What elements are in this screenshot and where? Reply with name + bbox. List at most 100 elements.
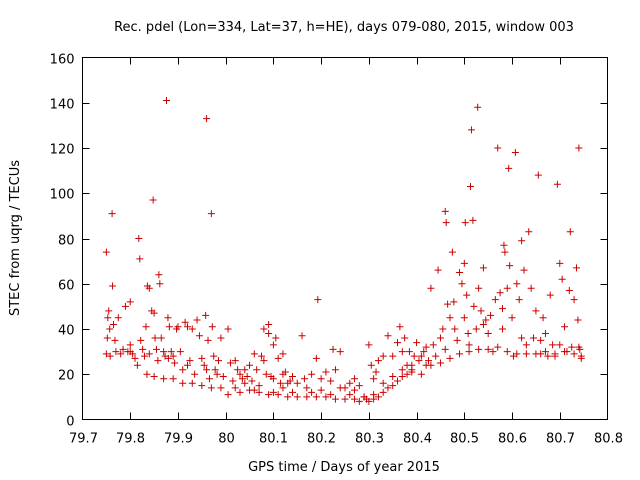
data-point bbox=[293, 393, 301, 401]
data-point bbox=[126, 298, 134, 306]
data-point bbox=[551, 350, 559, 358]
data-point bbox=[156, 280, 164, 288]
data-point bbox=[374, 357, 382, 365]
data-point bbox=[281, 368, 289, 376]
data-point bbox=[446, 354, 454, 362]
data-point bbox=[365, 397, 373, 405]
y-tick-label: 120 bbox=[50, 143, 75, 158]
data-point bbox=[570, 350, 578, 358]
data-point bbox=[511, 149, 519, 157]
data-point bbox=[422, 343, 430, 351]
y-tick-label: 100 bbox=[50, 188, 75, 203]
data-point bbox=[556, 259, 564, 267]
data-point bbox=[501, 248, 509, 256]
x-tick-label: 79.8 bbox=[116, 432, 145, 447]
data-point bbox=[465, 341, 473, 349]
data-point bbox=[494, 144, 502, 152]
data-point bbox=[219, 373, 227, 381]
data-point bbox=[250, 386, 258, 394]
data-point bbox=[211, 366, 219, 374]
data-point bbox=[322, 368, 330, 376]
y-axis-label: STEC from uqrg / TECUs bbox=[8, 160, 23, 316]
data-point bbox=[327, 391, 335, 399]
y-tick-label: 160 bbox=[50, 53, 75, 68]
data-point bbox=[351, 386, 359, 394]
data-point bbox=[126, 341, 134, 349]
x-tick-label: 80.3 bbox=[355, 432, 384, 447]
data-point bbox=[179, 366, 187, 374]
data-point bbox=[484, 345, 492, 353]
data-point bbox=[224, 391, 232, 399]
data-point bbox=[126, 348, 134, 356]
data-point bbox=[561, 348, 569, 356]
data-point bbox=[265, 330, 273, 338]
data-point bbox=[464, 330, 472, 338]
data-point bbox=[322, 393, 330, 401]
data-point bbox=[151, 334, 159, 342]
data-point bbox=[341, 395, 349, 403]
data-point bbox=[460, 259, 468, 267]
data-point bbox=[467, 126, 475, 134]
data-point bbox=[463, 291, 471, 299]
data-point bbox=[458, 280, 466, 288]
data-point bbox=[164, 354, 172, 362]
data-point bbox=[167, 348, 175, 356]
data-point bbox=[394, 377, 401, 385]
data-point bbox=[135, 235, 143, 242]
data-point bbox=[513, 350, 521, 358]
data-point bbox=[525, 228, 533, 236]
data-point bbox=[165, 323, 173, 331]
data-point bbox=[139, 345, 147, 353]
data-point bbox=[262, 370, 270, 378]
data-point bbox=[432, 352, 440, 360]
data-point bbox=[355, 397, 363, 405]
data-point bbox=[269, 388, 277, 396]
data-point bbox=[470, 302, 478, 310]
data-point bbox=[198, 382, 206, 390]
data-point bbox=[475, 345, 483, 353]
data-point bbox=[312, 354, 320, 362]
data-point bbox=[398, 373, 406, 381]
data-point bbox=[121, 302, 129, 310]
data-point bbox=[150, 309, 158, 317]
data-point bbox=[396, 323, 404, 331]
data-point bbox=[448, 248, 456, 256]
data-point bbox=[420, 348, 428, 356]
data-point bbox=[541, 348, 549, 356]
data-point bbox=[327, 377, 335, 385]
data-point bbox=[436, 359, 444, 367]
data-point bbox=[104, 314, 112, 322]
data-point bbox=[532, 307, 540, 315]
x-tick-label: 80.5 bbox=[450, 432, 479, 447]
data-point bbox=[150, 373, 158, 381]
data-point bbox=[274, 391, 282, 399]
data-point bbox=[204, 336, 212, 344]
data-point bbox=[539, 314, 547, 322]
data-point bbox=[117, 350, 125, 358]
data-point bbox=[224, 325, 232, 333]
data-point bbox=[191, 370, 199, 378]
data-point bbox=[202, 311, 210, 319]
data-point bbox=[439, 325, 447, 333]
data-point bbox=[110, 320, 118, 328]
data-point bbox=[205, 375, 213, 383]
x-tick-label: 80 bbox=[218, 432, 235, 447]
data-point bbox=[289, 373, 296, 381]
data-point bbox=[238, 375, 246, 383]
data-point bbox=[461, 219, 469, 227]
data-point bbox=[274, 354, 282, 362]
data-point bbox=[303, 393, 311, 401]
data-point bbox=[336, 348, 344, 356]
data-point bbox=[494, 343, 502, 351]
data-point bbox=[141, 352, 149, 360]
data-point bbox=[215, 357, 223, 365]
data-point bbox=[474, 103, 482, 111]
data-point bbox=[236, 388, 244, 396]
data-point bbox=[241, 366, 249, 374]
data-point bbox=[174, 323, 182, 331]
x-tick-label: 79.9 bbox=[164, 432, 193, 447]
x-axis-label: GPS time / Days of year 2015 bbox=[248, 460, 440, 475]
data-point bbox=[351, 375, 359, 383]
data-point bbox=[234, 366, 242, 374]
data-point bbox=[229, 377, 237, 385]
